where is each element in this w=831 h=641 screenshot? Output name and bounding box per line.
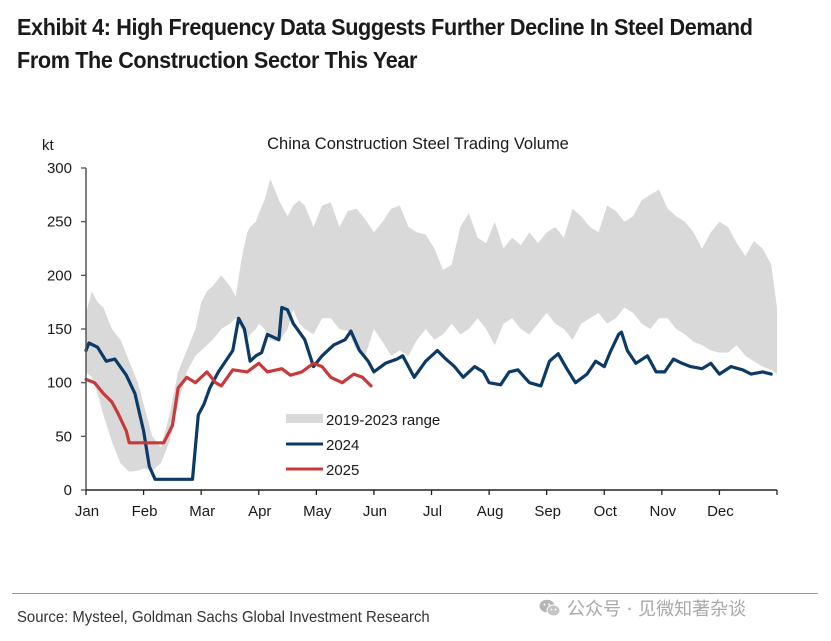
y-tick-label-100: 100 bbox=[47, 375, 72, 392]
exhibit-title: Exhibit 4: High Frequency Data Suggests … bbox=[17, 14, 753, 73]
x-tick-label-may: May bbox=[303, 503, 332, 520]
legend-label-2019-2023-range: 2019-2023 range bbox=[326, 412, 440, 429]
chart-title: China Construction Steel Trading Volume bbox=[267, 135, 569, 153]
x-tick-label-jan: Jan bbox=[75, 503, 99, 520]
wechat-icon bbox=[539, 599, 561, 617]
y-tick-label-250: 250 bbox=[47, 214, 72, 231]
legend-swatch-range bbox=[286, 414, 323, 423]
x-tick-label-sep: Sep bbox=[534, 503, 561, 520]
footer-divider bbox=[12, 593, 818, 594]
range-band-2019-2023 bbox=[86, 178, 777, 472]
axes: 0 50 100 150 200 250 300 Jan Feb Mar Apr May Jun Jul A… bbox=[47, 160, 778, 520]
watermark: 公众号 · 见微知著杂谈 bbox=[539, 595, 746, 621]
x-tick-label-jul: Jul bbox=[423, 503, 442, 520]
range-band-layer bbox=[86, 178, 777, 472]
x-tick-label-oct: Oct bbox=[594, 503, 618, 520]
series-line-2024 bbox=[84, 305, 773, 481]
legend-label-2025: 2025 bbox=[326, 462, 359, 479]
x-tick-label-dec: Dec bbox=[707, 503, 734, 520]
steel-volume-chart: kt China Construction Steel Trading Volu… bbox=[42, 135, 778, 520]
series-layer bbox=[84, 305, 773, 481]
y-tick-label-0: 0 bbox=[64, 482, 72, 499]
x-tick-label-feb: Feb bbox=[132, 503, 158, 520]
x-tick-label-mar: Mar bbox=[189, 503, 215, 520]
watermark-text: 公众号 · 见微知著杂谈 bbox=[567, 599, 747, 620]
x-tick-label-aug: Aug bbox=[477, 503, 504, 520]
y-tick-label-150: 150 bbox=[47, 321, 72, 338]
y-tick-label-50: 50 bbox=[55, 428, 72, 445]
series-line-2025 bbox=[84, 361, 373, 445]
legend: 2019-2023 range 2024 2025 bbox=[286, 412, 440, 479]
source-note: Source: Mysteel, Goldman Sachs Global In… bbox=[17, 609, 430, 626]
y-tick-label-300: 300 bbox=[47, 160, 72, 177]
legend-label-2024: 2024 bbox=[326, 437, 359, 454]
y-axis-unit-label: kt bbox=[42, 137, 55, 154]
x-tick-label-nov: Nov bbox=[649, 503, 676, 520]
x-tick-label-apr: Apr bbox=[248, 503, 271, 520]
x-tick-label-jun: Jun bbox=[363, 503, 387, 520]
y-tick-label-200: 200 bbox=[47, 267, 72, 284]
